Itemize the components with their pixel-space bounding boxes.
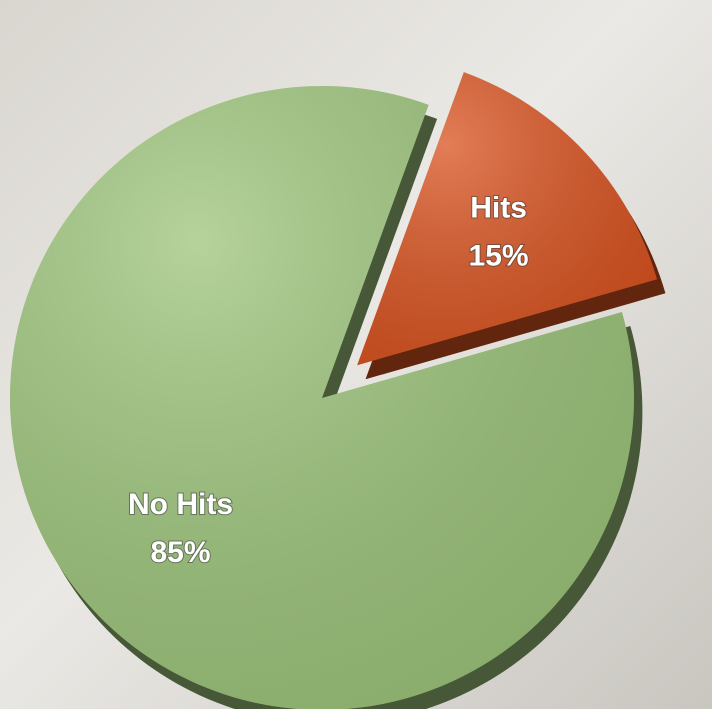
slice-label: No Hits bbox=[128, 488, 233, 521]
slice-value-label: 85% bbox=[151, 536, 211, 569]
slice-shade bbox=[357, 72, 658, 366]
slice-label: Hits bbox=[470, 191, 527, 224]
slice-value-label: 15% bbox=[469, 239, 529, 272]
pie: Hits 15% No Hits 85% bbox=[10, 72, 666, 709]
slice-shade bbox=[10, 86, 634, 709]
